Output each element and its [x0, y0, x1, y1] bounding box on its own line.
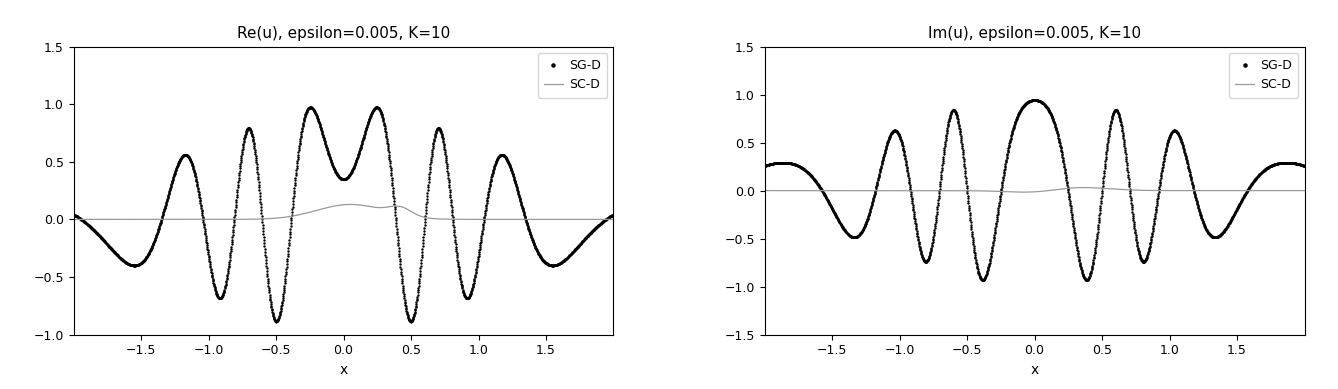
SC-D	[819, 188, 835, 193]
SC-D	[537, 217, 553, 222]
SG-D	[369, 105, 385, 110]
Line: SC-D: SC-D	[74, 205, 614, 219]
SC-D	[963, 188, 979, 193]
SC-D	[756, 188, 772, 193]
Legend: SG-D, SC-D: SG-D, SC-D	[1228, 53, 1298, 98]
Line: SC-D: SC-D	[764, 187, 1305, 192]
SC-D	[296, 211, 312, 216]
SC-D	[343, 202, 359, 207]
SG-D	[756, 163, 772, 168]
SC-D	[1076, 185, 1092, 190]
SG-D	[1181, 172, 1198, 177]
SG-D	[1280, 160, 1297, 165]
SG-D	[1280, 160, 1297, 165]
SC-D	[1297, 188, 1313, 193]
X-axis label: x: x	[1030, 363, 1038, 377]
SC-D	[159, 217, 175, 222]
SC-D	[66, 217, 82, 222]
SG-D	[1078, 278, 1094, 282]
SC-D	[606, 217, 622, 222]
Legend: SG-D, SC-D: SG-D, SC-D	[538, 53, 607, 98]
SG-D	[590, 223, 606, 228]
SG-D	[590, 224, 606, 228]
SG-D	[491, 154, 507, 159]
SG-D	[1005, 128, 1021, 133]
Line: SG-D: SG-D	[72, 106, 614, 322]
SG-D	[1026, 98, 1042, 102]
SG-D	[313, 129, 329, 133]
SG-D	[605, 213, 621, 217]
X-axis label: x: x	[340, 363, 348, 377]
SG-D	[94, 235, 110, 240]
SG-D	[66, 213, 82, 217]
SC-D	[850, 188, 866, 193]
SG-D	[1020, 100, 1036, 105]
SG-D	[403, 319, 419, 324]
SC-D	[1228, 188, 1244, 193]
SG-D	[328, 170, 344, 175]
SG-D	[784, 161, 800, 166]
SC-D	[987, 189, 1004, 194]
Title: Re(u), epsilon=0.005, K=10: Re(u), epsilon=0.005, K=10	[237, 26, 450, 41]
SC-D	[127, 217, 143, 222]
SC-D	[273, 216, 289, 220]
Line: SG-D: SG-D	[764, 99, 1306, 281]
SC-D	[1286, 188, 1302, 193]
SC-D	[595, 217, 611, 222]
Title: Im(u), epsilon=0.005, K=10: Im(u), epsilon=0.005, K=10	[929, 26, 1141, 41]
SG-D	[1297, 163, 1313, 168]
SC-D	[1016, 190, 1032, 194]
